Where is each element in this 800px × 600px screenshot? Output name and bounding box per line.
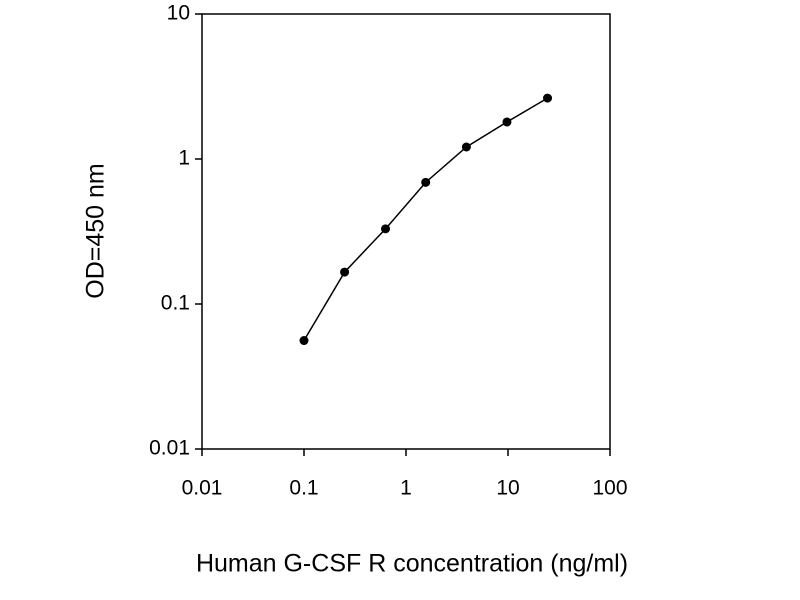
data-point (421, 177, 431, 187)
data-line (303, 97, 548, 341)
data-point (502, 117, 512, 127)
y-tick-label: 10 (167, 2, 190, 25)
x-axis-label: Human G-CSF R concentration (ng/ml) (196, 550, 628, 578)
x-tick-label: 0.01 (182, 477, 223, 500)
x-tick-label: 0.1 (289, 477, 318, 500)
data-point (340, 267, 350, 277)
plot-frame (201, 13, 611, 450)
data-point (543, 93, 553, 103)
data-point (299, 336, 309, 346)
x-tick-label: 1 (400, 477, 412, 500)
x-tick-label: 100 (592, 477, 627, 500)
y-tick-label: 0.1 (161, 292, 190, 315)
y-tick-label: 0.01 (149, 437, 190, 460)
data-point (461, 142, 471, 152)
y-axis-label: OD=450 nm (82, 163, 110, 299)
x-tick-label: 10 (496, 477, 519, 500)
y-tick-label: 1 (178, 147, 190, 170)
data-point (381, 224, 391, 234)
